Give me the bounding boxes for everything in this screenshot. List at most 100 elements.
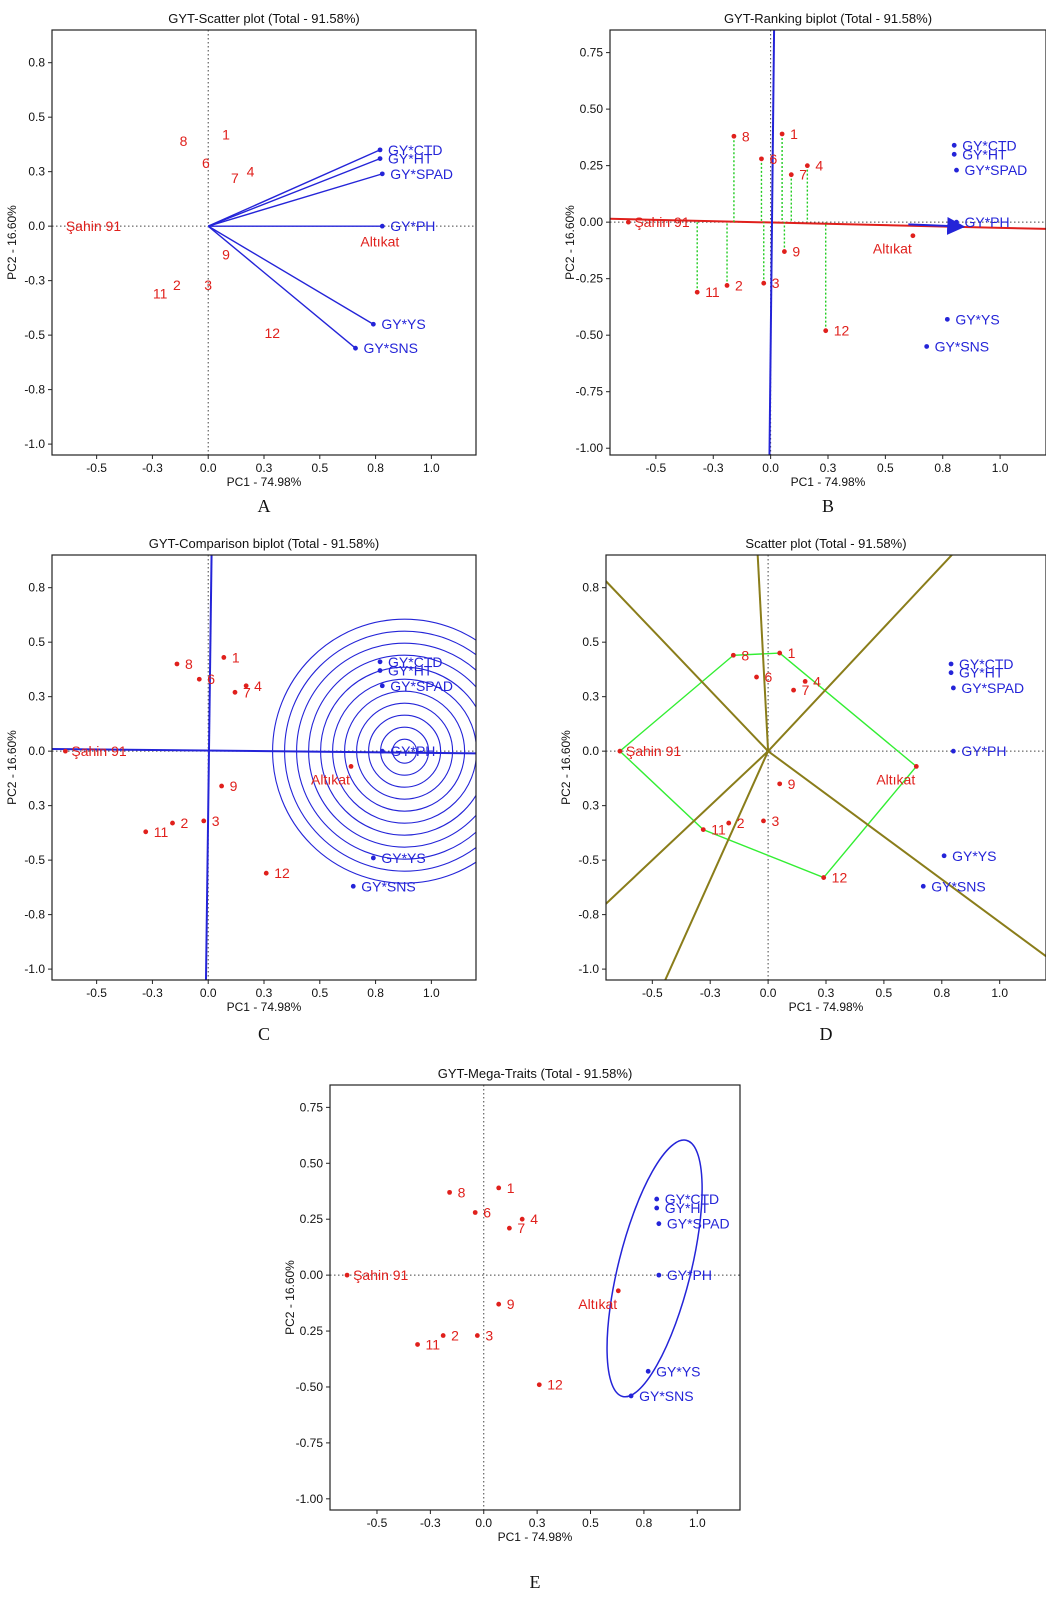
genotype-label: 4 — [815, 158, 823, 174]
x-tick-label: 1.0 — [423, 986, 440, 1000]
trait-point — [944, 316, 950, 322]
y-tick-label: 0.0 — [28, 744, 45, 758]
x-tick-label: 0.8 — [367, 461, 384, 475]
trait-point — [645, 1368, 651, 1374]
trait-point — [377, 659, 383, 665]
x-axis-label: PC1 - 74.98% — [791, 475, 866, 489]
genotype-point — [263, 870, 269, 876]
x-tick-label: 0.0 — [762, 461, 779, 475]
genotype-label: 2 — [173, 277, 181, 293]
genotype-label: 4 — [813, 673, 821, 689]
y-tick-label: 0.8 — [28, 581, 45, 595]
y-axis-label: PC2 - 16.60% — [563, 205, 577, 280]
y-tick-label: -0.8 — [578, 908, 599, 922]
x-tick-label: 0.5 — [877, 461, 894, 475]
plot-frame — [51, 554, 477, 981]
genotype-label: Altıkat — [873, 241, 912, 257]
y-tick-label: 0.25 — [300, 1212, 324, 1226]
trait-label: GY*SPAD — [667, 1216, 730, 1232]
genotype-label: 1 — [232, 649, 240, 665]
x-tick-label: 0.5 — [311, 461, 328, 475]
trait-label: GY*CTD — [388, 654, 442, 670]
genotype-point — [344, 1272, 350, 1278]
y-tick-label: 0.00 — [580, 215, 604, 229]
y-tick-label: 0.5 — [582, 635, 599, 649]
sector-ray — [767, 750, 1046, 958]
chart-title: GYT-Comparison biplot (Total - 91.58%) — [149, 536, 379, 551]
genotype-point — [625, 219, 631, 225]
genotype-label: Şahin 91 — [634, 214, 689, 230]
y-tick-label: 0.3 — [28, 799, 45, 813]
y-axis-label: PC2 - 16.60% — [5, 205, 19, 280]
genotype-label: Şahin 91 — [71, 743, 126, 759]
genotype-point — [506, 1225, 512, 1231]
genotype-point — [447, 1189, 452, 1195]
trait-vector — [207, 225, 374, 325]
genotype-label: 12 — [834, 323, 850, 339]
ate-abscissa — [610, 217, 1046, 230]
x-tick-label: -0.5 — [86, 461, 107, 475]
genotype-point — [788, 172, 794, 178]
panel-label: C — [258, 1024, 270, 1044]
trait-point — [379, 748, 385, 754]
y-tick-label: 0.0 — [582, 744, 599, 758]
y-tick-label: -0.3 — [24, 274, 45, 288]
x-tick-label: -0.3 — [700, 986, 721, 1000]
plot-frame — [605, 554, 1046, 981]
trait-point — [951, 142, 957, 148]
trait-label: GY*PH — [965, 214, 1010, 230]
x-tick-label: -0.5 — [86, 986, 107, 1000]
y-tick-label: 0.3 — [28, 165, 45, 179]
genotype-point — [496, 1185, 502, 1191]
x-tick-label: 1.0 — [991, 986, 1008, 1000]
trait-point — [370, 855, 376, 861]
trait-point — [377, 668, 383, 673]
x-axis-label: PC1 - 74.98% — [227, 475, 302, 489]
y-tick-label: 0.50 — [300, 1156, 324, 1170]
trait-label: GY*CTD — [665, 1191, 719, 1207]
y-tick-label: -0.50 — [296, 1380, 324, 1394]
trait-point — [379, 223, 385, 229]
genotype-point — [731, 133, 737, 139]
genotype-point — [143, 829, 149, 835]
genotype-label: 12 — [274, 865, 290, 881]
trait-point — [656, 1221, 662, 1227]
mega-trait-ellipse — [606, 1139, 703, 1398]
trait-label: GY*YS — [381, 850, 425, 866]
genotype-label: 2 — [737, 815, 745, 831]
ate-ordinate — [768, 30, 776, 455]
trait-point — [941, 853, 947, 859]
y-tick-label: -0.50 — [576, 328, 604, 342]
genotype-point — [62, 748, 68, 754]
genotype-label: 9 — [222, 246, 230, 262]
x-tick-label: 0.5 — [876, 986, 893, 1000]
y-tick-label: -0.5 — [578, 853, 599, 867]
x-tick-label: -0.3 — [703, 461, 724, 475]
genotype-point — [802, 679, 808, 684]
panel-label: D — [820, 1024, 833, 1044]
genotype-label: 6 — [207, 671, 215, 687]
chart-title: GYT-Scatter plot (Total - 91.58%) — [168, 11, 359, 26]
genotype-point — [201, 818, 207, 824]
trait-label: GY*YS — [955, 311, 999, 327]
x-tick-label: 0.0 — [475, 1516, 492, 1530]
y-tick-label: 0.75 — [580, 46, 604, 60]
genotype-label: 4 — [247, 164, 255, 180]
y-tick-label: -0.8 — [24, 908, 45, 922]
genotype-label: 1 — [507, 1180, 515, 1196]
genotype-label: Altıkat — [311, 771, 350, 787]
trait-label: GY*HT — [962, 146, 1007, 162]
genotype-label: 6 — [769, 151, 777, 167]
y-tick-label: 0.8 — [28, 56, 45, 70]
trait-point — [654, 1205, 660, 1211]
trait-vector — [208, 173, 383, 227]
genotype-label: 11 — [711, 822, 726, 838]
genotype-label: 9 — [788, 776, 796, 792]
genotype-label: 1 — [790, 126, 798, 142]
y-tick-label: 0.0 — [28, 219, 45, 233]
genotype-label: 8 — [458, 1184, 466, 1200]
genotype-label: 9 — [792, 244, 800, 260]
